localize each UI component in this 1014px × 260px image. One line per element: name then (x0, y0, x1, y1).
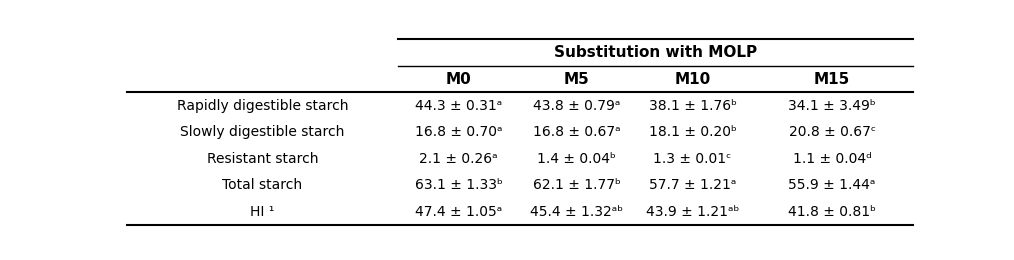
Text: M5: M5 (564, 72, 589, 87)
Text: 2.1 ± 0.26ᵃ: 2.1 ± 0.26ᵃ (420, 152, 498, 166)
Text: 34.1 ± 3.49ᵇ: 34.1 ± 3.49ᵇ (788, 99, 876, 113)
Text: 18.1 ± 0.20ᵇ: 18.1 ± 0.20ᵇ (649, 125, 736, 139)
Text: HI ¹: HI ¹ (250, 205, 275, 219)
Text: 41.8 ± 0.81ᵇ: 41.8 ± 0.81ᵇ (788, 205, 876, 219)
Text: 62.1 ± 1.77ᵇ: 62.1 ± 1.77ᵇ (532, 179, 621, 192)
Text: 20.8 ± 0.67ᶜ: 20.8 ± 0.67ᶜ (789, 125, 875, 139)
Text: 43.8 ± 0.79ᵃ: 43.8 ± 0.79ᵃ (533, 99, 621, 113)
Text: M0: M0 (446, 72, 472, 87)
Text: 55.9 ± 1.44ᵃ: 55.9 ± 1.44ᵃ (788, 179, 876, 192)
Text: 57.7 ± 1.21ᵃ: 57.7 ± 1.21ᵃ (649, 179, 736, 192)
Text: Total starch: Total starch (222, 179, 302, 192)
Text: Rapidly digestible starch: Rapidly digestible starch (176, 99, 348, 113)
Text: 45.4 ± 1.32ᵃᵇ: 45.4 ± 1.32ᵃᵇ (530, 205, 624, 219)
Text: 1.4 ± 0.04ᵇ: 1.4 ± 0.04ᵇ (537, 152, 617, 166)
Text: 16.8 ± 0.67ᵃ: 16.8 ± 0.67ᵃ (532, 125, 621, 139)
Text: Substitution with MOLP: Substitution with MOLP (554, 45, 756, 60)
Text: 63.1 ± 1.33ᵇ: 63.1 ± 1.33ᵇ (415, 179, 503, 192)
Text: 44.3 ± 0.31ᵃ: 44.3 ± 0.31ᵃ (415, 99, 502, 113)
Text: 38.1 ± 1.76ᵇ: 38.1 ± 1.76ᵇ (649, 99, 736, 113)
Text: M10: M10 (674, 72, 711, 87)
Text: 1.3 ± 0.01ᶜ: 1.3 ± 0.01ᶜ (653, 152, 732, 166)
Text: 47.4 ± 1.05ᵃ: 47.4 ± 1.05ᵃ (415, 205, 502, 219)
Text: Resistant starch: Resistant starch (207, 152, 318, 166)
Text: 43.9 ± 1.21ᵃᵇ: 43.9 ± 1.21ᵃᵇ (646, 205, 739, 219)
Text: Slowly digestible starch: Slowly digestible starch (180, 125, 345, 139)
Text: 1.1 ± 0.04ᵈ: 1.1 ± 0.04ᵈ (793, 152, 871, 166)
Text: 16.8 ± 0.70ᵃ: 16.8 ± 0.70ᵃ (415, 125, 503, 139)
Text: M15: M15 (814, 72, 850, 87)
